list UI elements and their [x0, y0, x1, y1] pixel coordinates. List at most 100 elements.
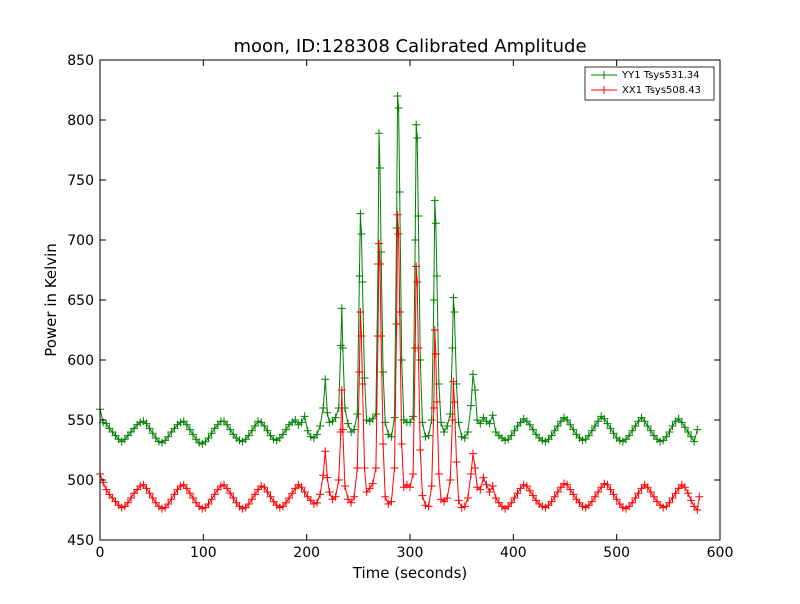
y-tick-label: 650	[67, 293, 94, 309]
data-point	[640, 417, 649, 426]
data-point	[251, 490, 259, 499]
data-point	[223, 484, 232, 493]
data-point	[344, 419, 352, 428]
data-point	[609, 429, 618, 438]
data-point	[609, 490, 618, 499]
data-point	[668, 422, 677, 430]
series-line	[99, 214, 700, 512]
data-point	[167, 495, 176, 504]
y-tick-label: 750	[67, 173, 94, 189]
data-point	[189, 494, 197, 502]
data-point	[145, 489, 154, 498]
data-point	[394, 104, 403, 112]
data-point	[446, 476, 455, 484]
tick-layer	[99, 59, 721, 541]
data-point	[395, 308, 404, 316]
data-point	[553, 422, 562, 430]
data-point	[507, 498, 516, 507]
data-point	[226, 425, 235, 434]
data-point	[454, 418, 463, 427]
data-point	[356, 209, 365, 218]
data-point	[368, 479, 377, 488]
data-point	[414, 212, 423, 220]
data-point	[606, 485, 615, 494]
y-tick-label: 550	[67, 413, 94, 429]
legend-marker-xx1	[600, 86, 608, 94]
data-point	[297, 483, 306, 492]
data-point	[263, 488, 272, 496]
data-point	[142, 419, 151, 428]
data-point	[350, 492, 359, 501]
data-point	[331, 492, 340, 501]
data-point	[325, 488, 334, 496]
data-point	[430, 326, 439, 334]
data-point	[340, 482, 349, 490]
data-point	[260, 422, 269, 430]
data-point	[387, 497, 396, 506]
data-point	[397, 356, 406, 364]
x-axis-label: Time (seconds)	[352, 564, 468, 582]
data-point	[680, 423, 689, 432]
data-point	[379, 368, 388, 376]
data-point	[471, 464, 480, 472]
data-point	[323, 473, 332, 482]
data-point	[424, 502, 433, 511]
data-point	[413, 278, 422, 286]
data-point	[164, 500, 173, 508]
data-point	[247, 495, 256, 504]
data-point	[476, 485, 485, 494]
data-point	[145, 424, 154, 433]
y-tick-label: 850	[67, 53, 94, 69]
data-point	[671, 489, 680, 498]
data-point	[347, 498, 356, 507]
data-point	[223, 420, 232, 429]
data-point	[285, 494, 294, 502]
data-point	[358, 380, 367, 388]
data-point	[693, 506, 702, 514]
data-point	[606, 424, 615, 433]
axes-background	[100, 60, 720, 540]
data-point	[371, 410, 380, 418]
data-point	[409, 412, 418, 421]
data-point	[467, 470, 475, 478]
data-point	[427, 416, 436, 424]
data-point	[525, 486, 534, 495]
legend-box	[584, 66, 715, 101]
data-point	[204, 434, 213, 442]
data-point	[432, 398, 441, 406]
data-point	[337, 386, 346, 394]
data-point	[350, 425, 359, 434]
data-point	[210, 490, 219, 499]
x-tick-label: 600	[707, 545, 734, 561]
data-point	[612, 495, 621, 504]
x-tick-label: 100	[190, 545, 217, 561]
data-point	[631, 494, 640, 502]
x-tick-label: 500	[603, 545, 630, 561]
data-point	[376, 260, 384, 268]
data-point	[244, 431, 253, 440]
data-point	[454, 496, 463, 505]
data-point	[414, 344, 423, 352]
data-point	[550, 426, 559, 435]
x-tick-label: 200	[293, 545, 320, 561]
data-point	[244, 500, 253, 508]
data-point	[207, 495, 216, 504]
data-point	[189, 430, 197, 439]
data-point	[226, 489, 235, 498]
data-point	[591, 492, 599, 501]
data-point	[643, 483, 652, 492]
data-point	[182, 484, 191, 493]
data-point	[452, 458, 461, 466]
data-point	[628, 498, 637, 507]
data-point	[319, 404, 328, 412]
data-point	[603, 480, 612, 489]
data-point	[479, 473, 488, 482]
data-point	[680, 483, 689, 492]
data-point	[360, 374, 369, 382]
y-axis-label: Power in Kelvin	[42, 243, 60, 357]
data-point	[507, 431, 516, 440]
data-point	[365, 484, 374, 493]
data-point	[376, 164, 384, 172]
data-point	[355, 272, 364, 280]
data-point	[395, 188, 404, 196]
